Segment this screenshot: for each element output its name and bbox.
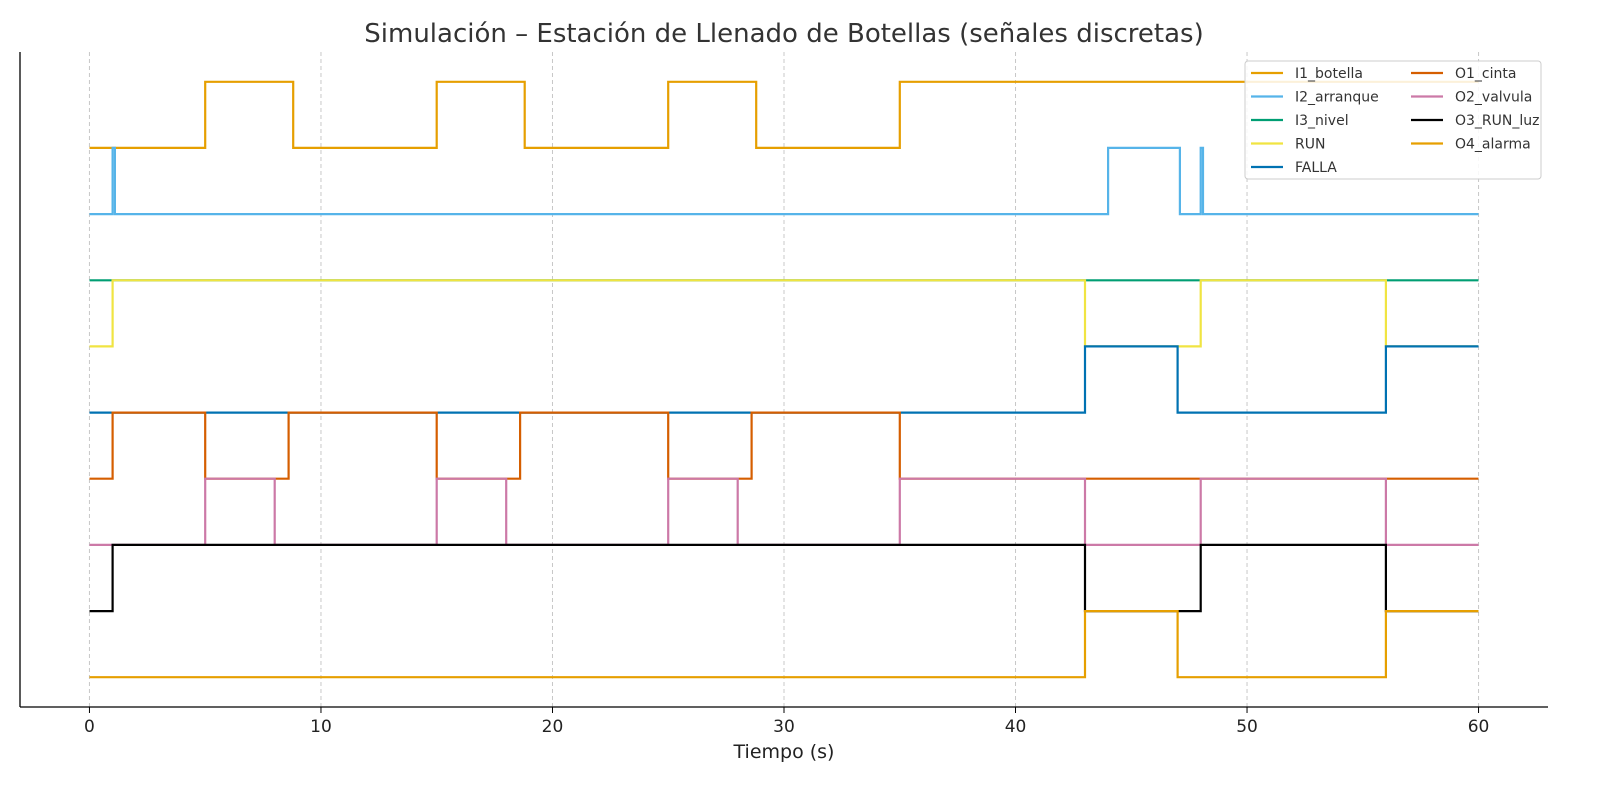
legend-label: I2_arranque xyxy=(1295,90,1379,106)
x-tick-label: 30 xyxy=(773,717,795,737)
x-axis-label: Tiempo (s) xyxy=(733,741,835,763)
legend-label: O1_cinta xyxy=(1455,66,1516,82)
legend-label: O2_valvula xyxy=(1455,90,1532,106)
series-line-i1-botella xyxy=(89,80,1479,149)
x-tick-label: 10 xyxy=(310,717,332,737)
legend-label: O4_alarma xyxy=(1455,137,1531,153)
legend-label: I3_nivel xyxy=(1295,113,1349,129)
series-line-o2-valvula xyxy=(89,477,1479,546)
legend-label: RUN xyxy=(1295,137,1325,153)
legend xyxy=(1244,60,1542,180)
x-tick-label: 0 xyxy=(84,717,95,737)
chart-title: Simulación – Estación de Llenado de Bote… xyxy=(364,19,1203,49)
x-tick-label: 50 xyxy=(1236,717,1258,737)
x-tick-label: 40 xyxy=(1005,717,1027,737)
series-line-falla xyxy=(89,345,1479,414)
series-line-o4-alarma xyxy=(89,610,1479,679)
legend-label: I1_botella xyxy=(1295,66,1363,82)
legend-label: FALLA xyxy=(1295,160,1337,176)
series-line-i2-arranque xyxy=(89,146,1479,216)
x-tick-label: 60 xyxy=(1468,717,1490,737)
x-tick-label: 20 xyxy=(542,717,564,737)
legend-label: O3_RUN_luz xyxy=(1455,113,1540,129)
